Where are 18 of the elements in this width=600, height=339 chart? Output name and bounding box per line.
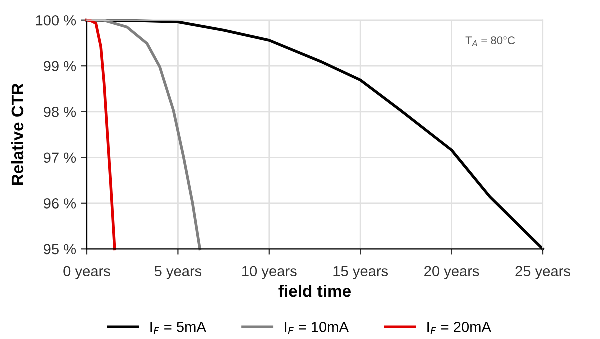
y-tick-label: 100 % xyxy=(36,15,76,26)
x-axis-title: field time xyxy=(278,284,352,298)
x-tick-label: 10 years xyxy=(242,266,297,280)
x-tick-label: 0 years xyxy=(64,266,110,280)
y-tick-label: 99 % xyxy=(44,61,76,72)
x-tick-label: 25 years xyxy=(516,266,570,280)
y-tick-label: 97 % xyxy=(44,152,76,164)
x-tick-label: 20 years xyxy=(424,266,480,280)
y-axis-title: Relative CTR xyxy=(11,84,24,186)
x-tick-label: 15 years xyxy=(334,266,388,280)
annotation: T$_{A}$ = 80°C xyxy=(466,36,516,46)
legend-label: I$_{F}$ = 5mA xyxy=(150,322,206,335)
legend-label: I$_{F}$ = 10mA xyxy=(285,322,349,335)
y-tick-label: 98 % xyxy=(44,106,76,118)
legend-label: I$_{F}$ = 20mA xyxy=(428,322,492,335)
y-tick-label: 96 % xyxy=(44,198,76,209)
y-tick-label: 95 % xyxy=(44,244,76,255)
x-tick-label: 5 years xyxy=(154,266,202,280)
